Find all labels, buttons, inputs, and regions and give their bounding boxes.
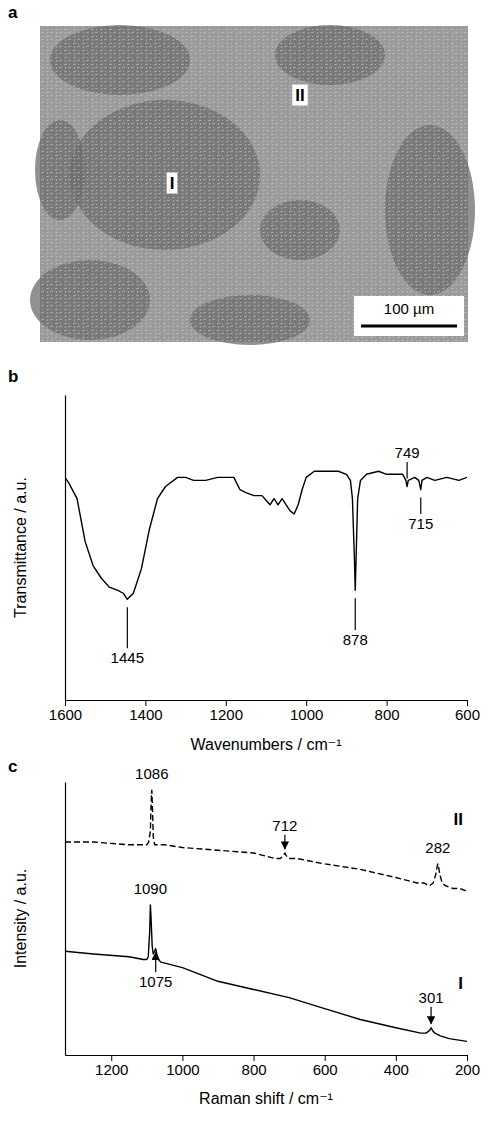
x-tick-label: 800 [242, 1061, 267, 1078]
x-tick-label: 1600 [49, 706, 82, 723]
x-axis: 1200 1000 800 600 400 200 [66, 1055, 481, 1078]
panel-letter: a [8, 3, 18, 22]
micrograph: III100 µm [30, 25, 475, 345]
x-tick: 800 [242, 1055, 267, 1078]
leader-line [420, 498, 421, 515]
x-axis-line [66, 1055, 468, 1056]
x-tick-label: 1000 [166, 1061, 199, 1078]
panel-letter: b [8, 367, 18, 386]
plot-area [65, 471, 467, 599]
leader-line [355, 598, 356, 630]
leader-line [407, 462, 408, 479]
peak-label: 878 [343, 631, 368, 648]
peak-label: 1086 [135, 765, 168, 782]
x-tick-label: 600 [313, 1061, 338, 1078]
series-label: II [454, 810, 463, 829]
spectrum-line [65, 905, 467, 1042]
x-tick: 200 [455, 1055, 480, 1078]
x-tick: 600 [313, 1055, 338, 1078]
x-tick: 1400 [129, 700, 162, 723]
peak-label: 712 [272, 817, 297, 834]
annotations: 1086 712 282 1090 1075 301 [134, 765, 451, 1023]
scale-bar-label: 100 µm [384, 300, 434, 317]
peak-label: 301 [419, 989, 444, 1006]
x-tick: 1000 [290, 700, 323, 723]
image-ground [40, 26, 468, 342]
arrow [284, 835, 285, 849]
label-box [292, 85, 307, 106]
chart-panel: c 1200 1000 800 600 400 200 Raman shift / cm⁻¹ I… [8, 757, 480, 1107]
panel-letter: c [8, 757, 17, 776]
x-tick-label: 400 [384, 1061, 409, 1078]
series-label: I [458, 974, 463, 993]
y-axis [65, 783, 66, 1056]
x-tick: 400 [384, 1055, 409, 1078]
label-box [167, 173, 178, 194]
y-axis-line [65, 396, 66, 701]
scale-bar [361, 325, 457, 328]
x-axis-title: Raman shift / cm⁻¹ [199, 1090, 333, 1107]
peak-label: 282 [425, 839, 450, 856]
x-tick: 1000 [166, 1055, 199, 1078]
image-texture [40, 26, 468, 342]
x-tick-label: 800 [375, 706, 400, 723]
x-axis-title: Wavenumbers / cm⁻¹ [191, 736, 342, 753]
leader-line [127, 607, 128, 648]
x-tick: 1200 [210, 700, 243, 723]
scale-bar-box [354, 296, 464, 336]
x-tick: 600 [455, 700, 480, 723]
region-label: I [170, 174, 175, 193]
x-tick: 800 [375, 700, 400, 723]
x-tick-label: 200 [455, 1061, 480, 1078]
annotations: 1445 878 749 715 [111, 444, 434, 665]
x-tick-label: 1200 [95, 1061, 128, 1078]
peak-label: 715 [408, 515, 433, 532]
x-axis: 1600 1400 1200 1000 800 600 [49, 700, 480, 723]
peak-label: 749 [395, 444, 420, 461]
x-tick: 1600 [49, 700, 82, 723]
figure: aIII100 µmb1600140012001000800600Wavenum… [0, 0, 490, 1131]
arrow [430, 1007, 431, 1024]
y-axis-title: Transmittance / a.u. [12, 477, 29, 618]
chart-panel: b 1600 1400 1200 1000 800 600 Wavenumbers / cm⁻… [8, 367, 480, 753]
region-label: II [295, 86, 304, 105]
peak-label: 1075 [139, 973, 172, 990]
x-tick-label: 1400 [129, 706, 162, 723]
y-axis-line [65, 783, 66, 1056]
arrow [155, 953, 156, 973]
peak-label: 1445 [111, 649, 144, 666]
y-axis [65, 396, 66, 701]
x-axis-line [66, 700, 468, 701]
x-tick-label: 600 [455, 706, 480, 723]
spectrum-line [65, 790, 467, 891]
plot-area [65, 790, 467, 1041]
y-axis-title: Intensity / a.u. [12, 869, 29, 969]
peak-label: 1090 [134, 880, 167, 897]
x-tick-label: 1200 [210, 706, 243, 723]
x-tick-label: 1000 [290, 706, 323, 723]
spectrum-line [65, 471, 467, 599]
x-tick: 1200 [95, 1055, 128, 1078]
